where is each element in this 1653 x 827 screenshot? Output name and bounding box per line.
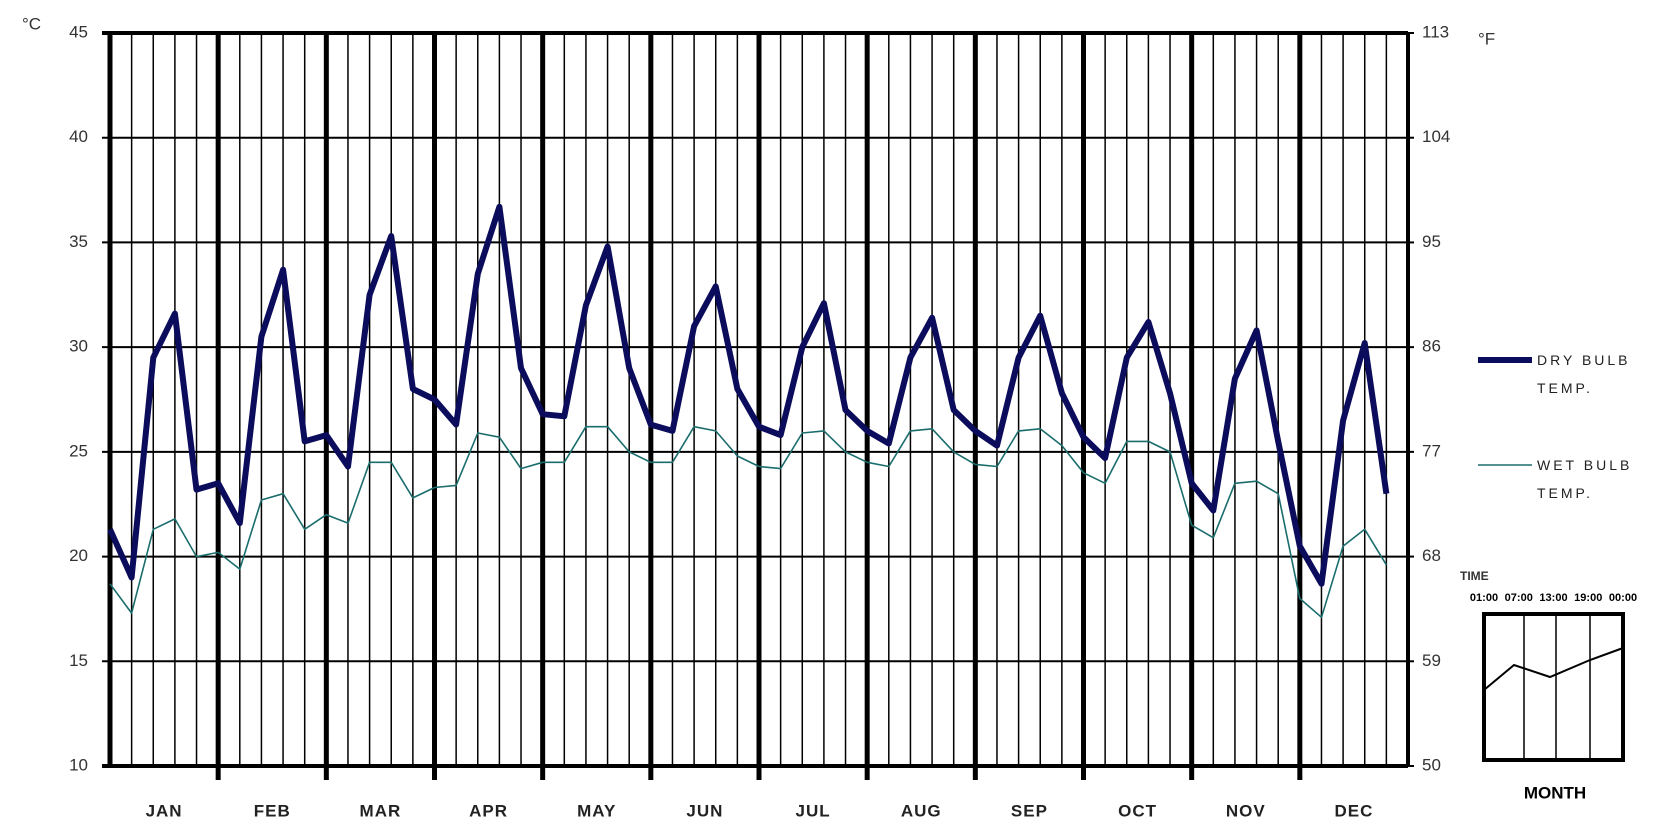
legend-label: WET BULB TEMP. [1537, 457, 1633, 501]
inset-time: 07:00 [1505, 592, 1533, 604]
y2-tick-label: 113 [1422, 22, 1449, 41]
series-line [109, 425, 1388, 619]
inset-frame [1482, 612, 1625, 762]
y-tick-label: 30 [69, 337, 88, 356]
inset-time: 00:00 [1609, 592, 1637, 604]
y-tick-label: 40 [69, 127, 88, 146]
x-tick-label: JUN [686, 801, 723, 820]
x-tick-label: OCT [1118, 801, 1157, 820]
y2-tick-label: 59 [1422, 651, 1441, 670]
series-line [107, 203, 1390, 587]
inset-time: 13:00 [1539, 592, 1567, 604]
y-tick-label: 20 [69, 546, 88, 565]
y2-tick-label: 104 [1422, 127, 1450, 146]
inset-time: 01:00 [1470, 592, 1498, 604]
inset-title: TIME [1460, 569, 1489, 583]
legend-label: DRY BULB TEMP. [1537, 352, 1631, 396]
y2-tick-label: 86 [1422, 337, 1441, 356]
y2-tick-label: 77 [1422, 441, 1441, 460]
y-tick-label: 25 [69, 441, 88, 460]
x-tick-label: MAY [577, 801, 616, 820]
x-tick-label: AUG [901, 801, 942, 820]
y-tick-label: 10 [69, 755, 88, 774]
inset-xlabel: MONTH [1524, 783, 1586, 802]
x-tick-label: JUL [796, 801, 831, 820]
y-tick-label: 15 [69, 651, 88, 670]
x-tick-label: MAR [360, 801, 402, 820]
x-tick-label: APR [469, 801, 508, 820]
y2-tick-label: 68 [1422, 546, 1441, 565]
x-tick-label: FEB [254, 801, 291, 820]
x-tick-label: NOV [1226, 801, 1266, 820]
x-tick-label: SEP [1011, 801, 1048, 820]
y2-tick-label: 50 [1422, 755, 1441, 774]
inset-time: 19:00 [1574, 592, 1602, 604]
y-unit: °C [22, 14, 41, 33]
inset: TIME MONTH [1460, 569, 1625, 802]
x-tick-label: JAN [146, 801, 183, 820]
y-tick-label: 35 [69, 232, 88, 251]
inset-line [1483, 647, 1624, 691]
y2-unit: °F [1478, 29, 1495, 48]
y2-tick-label: 95 [1422, 232, 1441, 251]
x-tick-label: DEC [1334, 801, 1373, 820]
y-tick-label: 45 [69, 22, 88, 41]
